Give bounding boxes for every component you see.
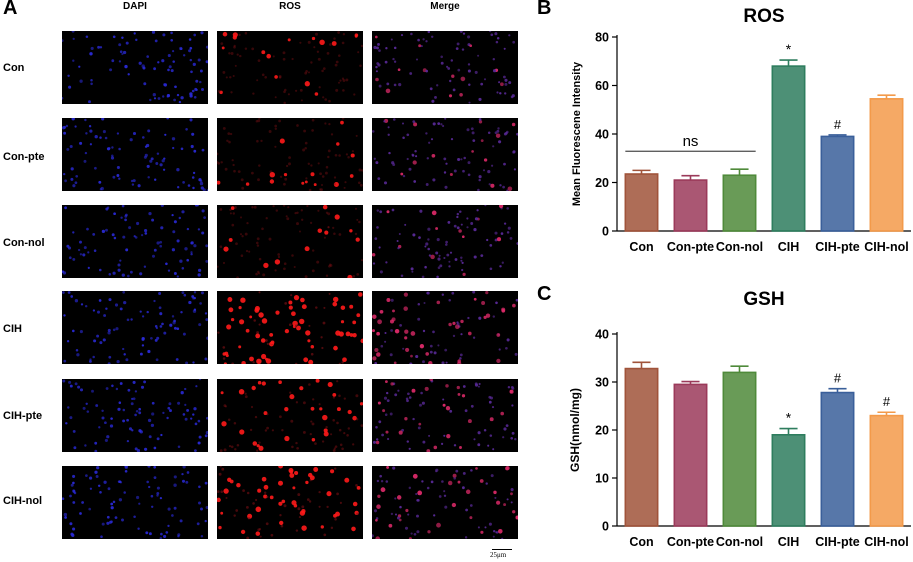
panel-label-b: B (537, 0, 552, 19)
micrograph-merge-con (372, 31, 518, 104)
bar-con-nol (722, 371, 757, 527)
significance-marker: # (834, 371, 842, 386)
x-tick-label: CIH (778, 535, 800, 549)
bar-cih (771, 65, 806, 232)
micrograph-merge-cih-pte (372, 379, 518, 452)
x-tick-label: CIH (778, 240, 800, 254)
x-tick-label: CIH-pte (815, 535, 859, 549)
bar-con-nol (722, 174, 757, 232)
micrograph-merge-con-pte (372, 118, 518, 191)
bar-con-pte (673, 383, 708, 527)
y-tick-label: 20 (595, 424, 609, 438)
bar-cih-nol (869, 414, 904, 527)
micrograph-dapi-con-nol (62, 205, 208, 278)
y-tick-label: 20 (595, 176, 609, 190)
micrograph-ros-cih-pte (217, 379, 363, 452)
x-tick-label: CIH-pte (815, 240, 859, 254)
micrograph-ros-con-pte (217, 118, 363, 191)
bar-cih-nol (869, 98, 904, 232)
x-tick-label: Con (629, 535, 653, 549)
chart-title: ROS (743, 6, 784, 27)
scale-bar-label: 25μm (490, 551, 507, 559)
y-tick-label: 10 (595, 472, 609, 486)
y-axis-label: Mean Fluorescene Intensity (571, 61, 583, 206)
micrograph-ros-con-nol (217, 205, 363, 278)
y-tick-label: 40 (595, 128, 609, 142)
x-tick-label: CIH-nol (864, 535, 908, 549)
y-tick-label: 0 (602, 225, 609, 239)
bar-cih-pte (820, 135, 855, 232)
scale-bar (492, 549, 512, 550)
bar-cih-pte (820, 391, 855, 527)
y-tick-label: 60 (595, 79, 609, 93)
micrograph-merge-cih (372, 291, 518, 364)
y-tick-label: 30 (595, 376, 609, 390)
micrograph-dapi-con-pte (62, 118, 208, 191)
significance-marker: # (883, 394, 891, 409)
micrograph-merge-cih-nol (372, 466, 518, 539)
column-header-dapi: DAPI (123, 1, 147, 12)
column-header-ros: ROS (279, 1, 301, 12)
gsh-bar-chart: GSH GSH(nmol/mg) 0 10 20 30 40 Con Con-pte Con-no… (555, 282, 913, 562)
x-tick-label: Con-nol (716, 240, 763, 254)
micrograph-ros-cih (217, 291, 363, 364)
micrograph-dapi-cih-nol (62, 466, 208, 539)
panel-label-a: A (3, 0, 18, 19)
bar-con (624, 367, 659, 527)
row-label-cih-pte: CIH-pte (3, 410, 43, 422)
significance-marker: * (786, 41, 792, 57)
micrograph-dapi-cih (62, 291, 208, 364)
x-tick-label: Con-pte (667, 535, 714, 549)
column-header-merge: Merge (430, 1, 460, 12)
ros-bar-chart: ROS Mean Fluorescene Intensity 0 20 40 60 80 Co… (555, 0, 913, 270)
x-tick-label: Con (629, 240, 653, 254)
row-label-con-pte: Con-pte (3, 151, 45, 163)
micrograph-ros-cih-nol (217, 466, 363, 539)
y-tick-label: 0 (602, 520, 609, 534)
significance-marker: # (834, 117, 842, 132)
row-label-con-nol: Con-nol (3, 237, 45, 249)
row-label-cih: CIH (3, 323, 22, 335)
x-tick-label: CIH-nol (864, 240, 908, 254)
x-tick-label: Con-nol (716, 535, 763, 549)
panel-label-c: C (537, 283, 552, 305)
significance-label: ns (683, 133, 699, 150)
y-tick-label: 80 (595, 31, 609, 45)
y-axis-label: GSH(nmol/mg) (568, 388, 582, 472)
micrograph-dapi-con (62, 31, 208, 104)
y-tick-label: 40 (595, 328, 609, 342)
significance-marker: * (786, 410, 792, 426)
bar-cih (771, 434, 806, 527)
row-label-cih-nol: CIH-nol (3, 495, 43, 507)
x-tick-label: Con-pte (667, 240, 714, 254)
micrograph-ros-con (217, 31, 363, 104)
bar-con-pte (673, 179, 708, 232)
micrograph-dapi-cih-pte (62, 379, 208, 452)
chart-title: GSH (743, 289, 784, 310)
bar-con (624, 173, 659, 232)
row-label-con: Con (3, 62, 25, 74)
micrograph-merge-con-nol (372, 205, 518, 278)
